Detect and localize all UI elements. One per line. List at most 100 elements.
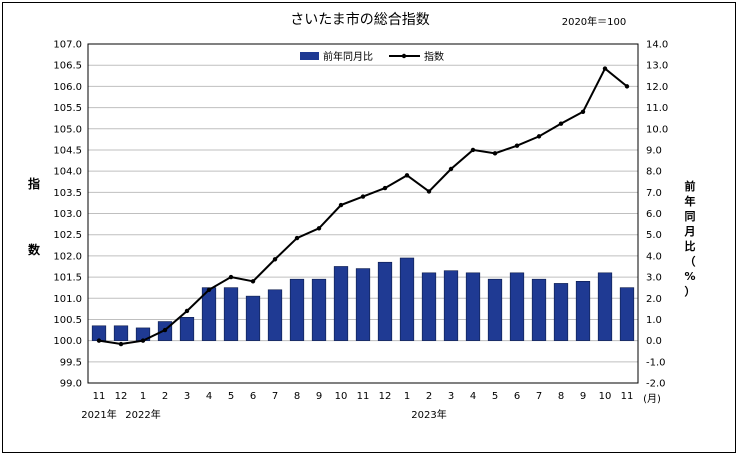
bar-yoy xyxy=(399,257,415,341)
point-index xyxy=(580,109,586,115)
left-tick-label: 106.5 xyxy=(53,61,82,72)
bar-yoy xyxy=(223,287,239,341)
plot-area xyxy=(87,43,639,384)
right-tick-label: 14.0 xyxy=(646,40,668,51)
legend-bar-label: 前年同月比 xyxy=(323,50,373,63)
right-axis-label-char: 比 xyxy=(685,239,696,253)
x-tick-label: 7 xyxy=(536,391,542,402)
point-index xyxy=(250,279,256,284)
point-index xyxy=(382,185,388,191)
left-axis-label-char: 数 xyxy=(28,242,41,257)
bar-yoy xyxy=(421,272,437,341)
left-tick-label: 106.0 xyxy=(53,82,82,93)
right-tick-label: 10.0 xyxy=(646,124,668,135)
right-axis-label-char: 同 xyxy=(685,210,696,223)
year-label: 2021年 xyxy=(81,408,116,421)
x-tick-label: 7 xyxy=(272,391,278,402)
x-tick-label: 4 xyxy=(206,391,212,402)
point-index xyxy=(360,194,366,199)
right-tick-label: 12.0 xyxy=(646,82,668,93)
x-tick-label: 10 xyxy=(599,391,612,402)
bar-yoy xyxy=(333,266,349,341)
left-tick-label: 105.0 xyxy=(53,124,82,135)
left-tick-label: 102.5 xyxy=(53,230,82,241)
point-index xyxy=(514,143,520,148)
left-tick-label: 99.0 xyxy=(60,379,82,390)
legend-line-label: 指数 xyxy=(424,50,444,63)
point-index xyxy=(404,173,410,178)
point-index xyxy=(96,338,102,343)
right-tick-label: -1.0 xyxy=(646,357,666,368)
chart-title: さいたま市の総合指数 xyxy=(290,11,430,28)
point-index xyxy=(228,274,234,280)
right-axis-label-char: ） xyxy=(685,285,696,298)
right-tick-label: 1.0 xyxy=(646,315,662,326)
left-axis-label-char: 指 xyxy=(28,176,40,191)
x-tick-label: 6 xyxy=(250,391,256,402)
bar-yoy xyxy=(509,272,525,341)
point-index xyxy=(272,257,278,262)
left-tick-label: 107.0 xyxy=(53,40,82,51)
point-index xyxy=(536,134,542,139)
left-tick-label: 101.5 xyxy=(53,273,82,284)
left-tick-label: 103.5 xyxy=(53,188,82,199)
bar-yoy xyxy=(443,270,459,341)
point-index xyxy=(492,151,498,156)
point-index xyxy=(184,308,190,314)
right-axis-label-char: % xyxy=(684,270,695,283)
x-tick-label: 11 xyxy=(621,391,634,402)
point-index xyxy=(140,338,146,343)
left-tick-label: 104.0 xyxy=(53,167,82,178)
bar-yoy xyxy=(267,289,283,341)
x-tick-label: 2 xyxy=(162,391,168,402)
right-axis-label-char: 年 xyxy=(685,194,696,208)
right-tick-label: -2.0 xyxy=(646,379,666,390)
x-tick-label: 5 xyxy=(492,391,498,402)
point-index xyxy=(118,341,124,347)
legend-bar-swatch xyxy=(300,52,319,60)
point-index xyxy=(206,287,212,292)
bar-yoy xyxy=(377,261,393,341)
right-tick-label: 2.0 xyxy=(646,294,662,305)
legend-line-marker xyxy=(401,53,407,59)
bar-yoy xyxy=(245,295,261,341)
year-label: 2023年 xyxy=(411,408,446,421)
point-index xyxy=(162,327,168,333)
left-tick-label: 102.0 xyxy=(53,251,82,262)
point-index xyxy=(602,66,608,71)
left-tick-label: 101.0 xyxy=(53,294,82,305)
x-tick-label: 9 xyxy=(580,391,586,402)
x-tick-label: 9 xyxy=(316,391,322,402)
x-tick-label: 10 xyxy=(335,391,348,402)
left-tick-label: 100.5 xyxy=(53,315,82,326)
x-tick-label: 8 xyxy=(558,391,564,402)
point-index xyxy=(316,226,322,231)
bar-yoy xyxy=(355,268,371,341)
point-index xyxy=(624,84,630,89)
bar-yoy xyxy=(91,325,107,341)
point-index xyxy=(294,235,300,241)
point-index xyxy=(338,202,344,208)
right-tick-label: 4.0 xyxy=(646,251,662,262)
x-tick-label: 1 xyxy=(140,391,146,402)
point-index xyxy=(448,166,454,172)
bar-yoy xyxy=(619,287,635,341)
right-axis-label-char: 前 xyxy=(685,179,696,193)
x-tick-label: 11 xyxy=(93,391,106,402)
chart-frame xyxy=(2,2,736,453)
x-unit-label: (月) xyxy=(643,393,661,405)
right-tick-label: 6.0 xyxy=(646,209,662,220)
left-tick-label: 105.5 xyxy=(53,103,82,114)
bar-yoy xyxy=(487,278,503,341)
right-tick-label: 5.0 xyxy=(646,230,662,241)
x-tick-label: 2 xyxy=(426,391,432,402)
right-tick-label: 7.0 xyxy=(646,188,662,199)
bar-yoy xyxy=(179,317,195,341)
left-tick-label: 100.0 xyxy=(53,336,82,347)
left-tick-label: 104.5 xyxy=(53,145,82,156)
bar-yoy xyxy=(113,325,129,341)
year-label: 2022年 xyxy=(125,408,160,421)
right-tick-label: 8.0 xyxy=(646,167,662,178)
x-tick-label: 4 xyxy=(470,391,476,402)
